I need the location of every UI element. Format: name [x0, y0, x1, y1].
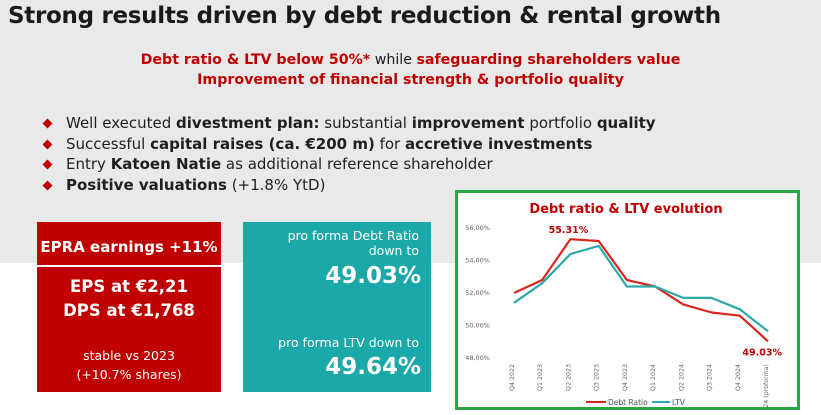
subtitle-red-part-2: safeguarding shareholders value [416, 52, 681, 68]
dps-value: DPS at €1,768 [63, 301, 195, 320]
y-tick-label: 54,00% [465, 257, 490, 265]
highlight-text: Successful [66, 134, 151, 153]
x-tick-label: Q4 2022 [509, 364, 516, 391]
stable-note-line-1: stable vs 2023 [83, 348, 175, 363]
highlight-bold-text: capital raises (ca. €200 m) [150, 134, 375, 153]
ltv-line [513, 244, 769, 333]
x-tick-label: Q3 2024 [707, 364, 714, 391]
highlight-item: Entry Katoen Natie as additional referen… [42, 154, 656, 175]
y-tick-label: 52,00% [465, 289, 490, 297]
chart-title: Debt ratio & LTV evolution [529, 202, 722, 217]
x-tick-label: Q4 2023 [622, 364, 629, 391]
y-tick-label: 48,00% [465, 354, 490, 362]
epra-earnings-card: EPRA earnings +11% EPS at €2,21 DPS at €… [37, 222, 221, 392]
x-tick-label: Q4 2024 (proforma) [763, 364, 770, 407]
highlight-text: as additional reference shareholder [221, 155, 493, 173]
subtitle-red-part-1: Debt ratio & LTV below 50%* [140, 52, 371, 68]
debt-ratio-label: pro forma Debt Ratio down to [288, 228, 419, 258]
highlight-item: Well executed divestment plan: substanti… [42, 113, 656, 134]
highlight-bold-text: quality [596, 114, 656, 132]
x-tick-label: Q1 2024 [650, 364, 657, 391]
epra-earnings-label: EPRA earnings +11% [40, 238, 218, 256]
ltv-label: pro forma LTV down to [278, 335, 419, 350]
highlight-bold-text: Positive valuations [66, 175, 227, 194]
highlight-text: substantial [319, 114, 412, 132]
bullet-diamond-icon [42, 159, 53, 170]
highlight-bold-text: accretive investments [405, 134, 593, 153]
legend-ltv-label: LTV [672, 398, 686, 407]
eps-value: EPS at €2,21 [70, 277, 188, 296]
bullet-diamond-icon [42, 139, 53, 149]
x-tick-label: Q1 2023 [537, 364, 544, 391]
debt-ltv-chart: Debt ratio & LTV evolution 56,00% 54,00% 52… [455, 190, 800, 410]
stable-note: stable vs 2023 (+10.7% shares) [37, 346, 221, 384]
highlight-item: Successful capital raises (ca. €200 m) f… [42, 134, 656, 155]
highlight-text: portfolio [524, 114, 597, 132]
highlight-bold-text: improvement [411, 114, 525, 132]
highlight-text: for [374, 134, 405, 153]
highlight-bold-text: divestment plan: [176, 114, 320, 132]
x-tick-label: Q3 2023 [594, 364, 601, 391]
subtitle-line-1: Debt ratio & LTV below 50%* while safegu… [0, 52, 821, 68]
bullet-diamond-icon [42, 118, 53, 129]
peak-annotation: 55.31% [549, 225, 589, 236]
highlight-item: Positive valuations (+1.8% YtD) [42, 175, 656, 196]
bullet-diamond-icon [42, 180, 53, 190]
debt-ratio-card: pro forma Debt Ratio down to 49.03% pro … [243, 222, 431, 392]
debt-ratio-value: 49.03% [325, 263, 421, 289]
x-tick-label: Q2 2023 [565, 364, 572, 391]
ltv-value: 49.64% [325, 354, 421, 380]
debt-ratio-line [513, 238, 769, 343]
y-tick-label: 50,00% [465, 322, 490, 330]
legend-debt-ratio-label: Debt Ratio [608, 398, 648, 407]
y-tick-label: 56,00% [465, 224, 490, 232]
end-annotation: 49.03% [742, 347, 782, 358]
stable-note-line-2: (+10.7% shares) [76, 367, 182, 382]
page-title: Strong results driven by debt reduction … [8, 3, 721, 29]
highlight-text: (+1.8% YtD) [226, 175, 326, 194]
subtitle-line-2: Improvement of financial strength & port… [197, 72, 624, 88]
highlights-list: Well executed divestment plan: substanti… [42, 113, 656, 196]
subtitle-plain-part: while [370, 52, 417, 68]
x-tick-label: Q4 2024 [735, 364, 742, 391]
card-divider [37, 265, 221, 267]
chart-canvas: Debt ratio & LTV evolution 56,00% 54,00% 52… [465, 202, 782, 407]
highlight-text: Entry [66, 155, 111, 173]
x-tick-label: Q2 2024 [678, 364, 685, 391]
highlight-bold-text: Katoen Natie [110, 155, 222, 173]
debt-ratio-label-line-1: pro forma Debt Ratio [287, 228, 419, 243]
debt-ratio-label-line-2: down to [368, 243, 419, 258]
highlight-text: Well executed [66, 114, 177, 132]
